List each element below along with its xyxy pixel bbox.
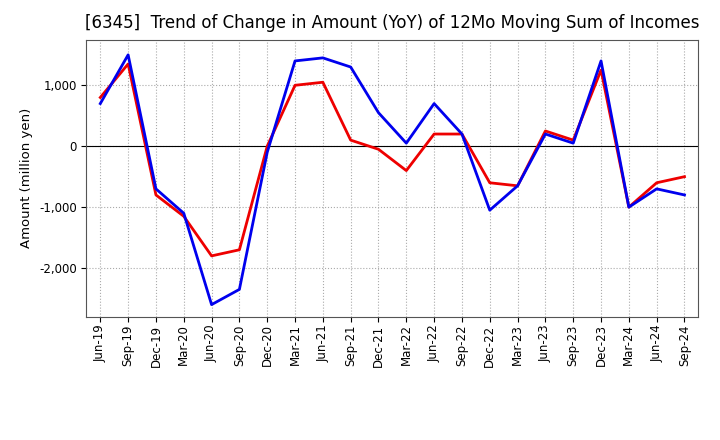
Ordinary Income [652,186,661,191]
Ordinary Income [430,101,438,106]
Net Income [597,67,606,73]
Net Income [263,143,271,149]
Ordinary Income [235,287,243,292]
Ordinary Income [263,150,271,155]
Net Income [680,174,689,180]
Net Income [346,137,355,143]
Net Income [485,180,494,185]
Line: Ordinary Income: Ordinary Income [100,55,685,304]
Ordinary Income [291,58,300,63]
Ordinary Income [680,192,689,198]
Ordinary Income [458,132,467,137]
Ordinary Income [541,132,550,137]
Ordinary Income [179,211,188,216]
Ordinary Income [569,140,577,146]
Ordinary Income [346,64,355,70]
Net Income [124,61,132,66]
Ordinary Income [96,101,104,106]
Ordinary Income [207,302,216,307]
Ordinary Income [318,55,327,61]
Net Income [179,214,188,219]
Ordinary Income [374,110,383,115]
Ordinary Income [624,205,633,210]
Net Income [541,128,550,134]
Ordinary Income [124,52,132,58]
Net Income [235,247,243,253]
Net Income [291,83,300,88]
Net Income [152,192,161,198]
Line: Net Income: Net Income [100,64,685,256]
Net Income [652,180,661,185]
Title: [6345]  Trend of Change in Amount (YoY) of 12Mo Moving Sum of Incomes: [6345] Trend of Change in Amount (YoY) o… [85,15,700,33]
Net Income [458,132,467,137]
Y-axis label: Amount (million yen): Amount (million yen) [20,108,33,248]
Net Income [318,80,327,85]
Net Income [374,147,383,152]
Net Income [402,168,410,173]
Net Income [569,137,577,143]
Net Income [430,132,438,137]
Ordinary Income [402,140,410,146]
Net Income [207,253,216,259]
Net Income [624,205,633,210]
Ordinary Income [152,186,161,191]
Ordinary Income [513,183,522,188]
Net Income [513,183,522,188]
Ordinary Income [597,58,606,63]
Ordinary Income [485,208,494,213]
Net Income [96,95,104,100]
